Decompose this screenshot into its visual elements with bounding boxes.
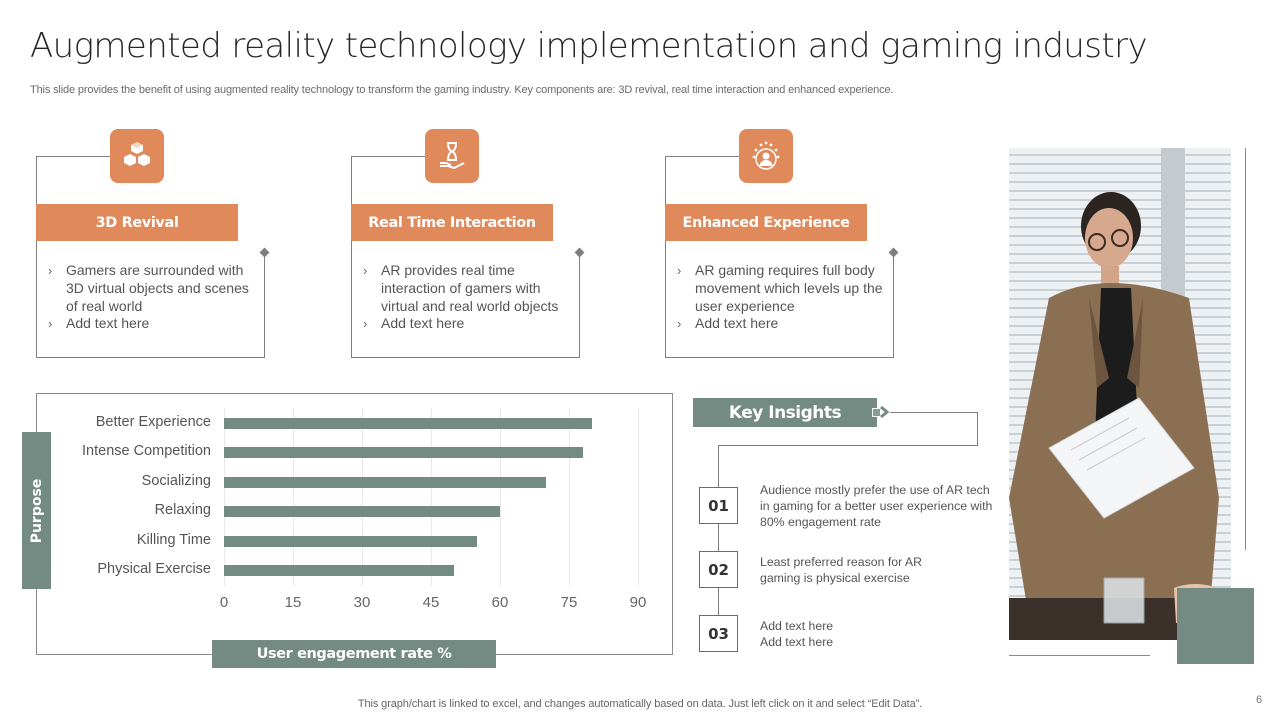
chevron-right-icon: › bbox=[48, 263, 53, 278]
chevron-right-icon: › bbox=[363, 316, 368, 332]
category-label: Killing Time bbox=[136, 531, 211, 548]
card-enhanced-experience: Enhanced Experience › AR gaming requires … bbox=[665, 129, 905, 369]
card-border bbox=[264, 252, 265, 358]
connector-line bbox=[718, 445, 719, 635]
connector-line bbox=[718, 445, 978, 446]
card-border bbox=[36, 357, 265, 358]
insight-text: Least preferred reason for AR gaming is … bbox=[760, 555, 922, 585]
card-border bbox=[36, 156, 110, 157]
category-label: Relaxing bbox=[154, 502, 211, 519]
x-tick-label: 45 bbox=[422, 594, 440, 611]
card-title: 3D Revival bbox=[36, 204, 238, 241]
category-label: Physical Exercise bbox=[97, 561, 211, 577]
card-bullets: › Gamers are surrounded with 3D virtual o… bbox=[48, 262, 258, 333]
presenter-photo bbox=[1009, 148, 1231, 640]
connector-line bbox=[890, 412, 978, 413]
card-real-time-interaction: Real Time Interaction › AR provides real … bbox=[351, 129, 591, 369]
card-bullets: › AR provides real time interaction of ga… bbox=[363, 262, 573, 333]
card-3d-revival: 3D Revival › Gamers are surrounded with 3… bbox=[36, 129, 276, 369]
bar[interactable] bbox=[224, 506, 500, 518]
insight-text: Add text here Add text here bbox=[760, 619, 834, 649]
insight-number: 03 bbox=[699, 615, 738, 652]
gridline bbox=[362, 408, 363, 586]
insight-number: 01 bbox=[699, 487, 738, 524]
slide-subtitle: This slide provides the benefit of using… bbox=[30, 84, 894, 96]
card-bullets: › AR gaming requires full body movement w… bbox=[677, 262, 887, 333]
bar[interactable] bbox=[224, 565, 454, 576]
card-border bbox=[36, 156, 37, 358]
x-axis-label: User engagement rate % bbox=[212, 640, 496, 668]
insight-text: Audience mostly prefer the use of AR tec… bbox=[760, 483, 993, 529]
x-tick-label: 60 bbox=[491, 594, 509, 611]
x-tick-label: 15 bbox=[284, 594, 302, 611]
footer-note: This graph/chart is linked to excel, and… bbox=[357, 698, 923, 710]
bar[interactable] bbox=[224, 476, 546, 488]
bar-chart[interactable] bbox=[36, 393, 673, 655]
y-axis-label-box: Purpose bbox=[22, 432, 51, 589]
card-border bbox=[665, 357, 894, 358]
bullet-item: › Gamers are surrounded with 3D virtual o… bbox=[48, 262, 249, 314]
decorative-line bbox=[1009, 655, 1150, 656]
card-border bbox=[893, 252, 894, 358]
bullet-item: › AR provides real time interaction of ga… bbox=[363, 262, 559, 314]
y-axis-label: Purpose bbox=[28, 478, 45, 543]
gridline bbox=[638, 408, 639, 586]
card-title: Real Time Interaction bbox=[351, 204, 553, 241]
chevron-right-icon: › bbox=[363, 263, 368, 278]
gridline bbox=[224, 408, 225, 586]
gridline bbox=[431, 408, 432, 586]
chevron-right-icon: › bbox=[677, 263, 682, 278]
x-tick-label: 30 bbox=[353, 594, 371, 611]
x-tick-label: 90 bbox=[629, 594, 647, 611]
slide-title: Augmented reality technology implementat… bbox=[30, 26, 1148, 66]
x-tick-label: 0 bbox=[219, 594, 229, 611]
bullet-item: › Add text here bbox=[48, 315, 150, 332]
hourglass-hand-icon bbox=[425, 129, 479, 183]
bar[interactable] bbox=[224, 447, 583, 459]
diamond-marker-icon bbox=[888, 247, 899, 258]
chevron-right-icon: › bbox=[48, 316, 53, 332]
decorative-square bbox=[1177, 588, 1254, 664]
category-label: Intense Competition bbox=[82, 443, 211, 460]
card-title: Enhanced Experience bbox=[665, 204, 867, 241]
chevron-right-icon: › bbox=[677, 316, 682, 332]
cubes-icon bbox=[110, 129, 164, 183]
connector-square-icon bbox=[872, 408, 881, 417]
gridline bbox=[569, 408, 570, 586]
gridline bbox=[293, 408, 294, 586]
connector-arrow-icon bbox=[880, 405, 890, 419]
x-tick-label: 75 bbox=[560, 594, 578, 611]
category-label: Better Experience bbox=[95, 414, 211, 430]
diamond-marker-icon bbox=[259, 247, 270, 258]
card-border bbox=[665, 156, 739, 157]
bullet-item: › Add text here bbox=[363, 315, 465, 332]
card-border bbox=[351, 156, 425, 157]
insight-number: 02 bbox=[699, 551, 738, 588]
card-border bbox=[579, 252, 580, 358]
gridline bbox=[500, 408, 501, 586]
connector-line bbox=[977, 412, 978, 446]
key-insights-title: Key Insights bbox=[693, 398, 877, 427]
bullet-item: › AR gaming requires full body movement w… bbox=[677, 262, 883, 314]
card-border bbox=[665, 156, 666, 358]
diamond-marker-icon bbox=[574, 247, 585, 258]
bullet-item: › Add text here bbox=[677, 315, 779, 332]
bar[interactable] bbox=[224, 535, 477, 547]
decorative-line bbox=[1245, 148, 1246, 550]
page-number: 6 bbox=[1256, 694, 1263, 706]
card-border bbox=[351, 156, 352, 358]
category-label: Socializing bbox=[141, 472, 211, 489]
card-border bbox=[351, 357, 580, 358]
user-stars-icon bbox=[739, 129, 793, 183]
bar[interactable] bbox=[224, 418, 592, 429]
